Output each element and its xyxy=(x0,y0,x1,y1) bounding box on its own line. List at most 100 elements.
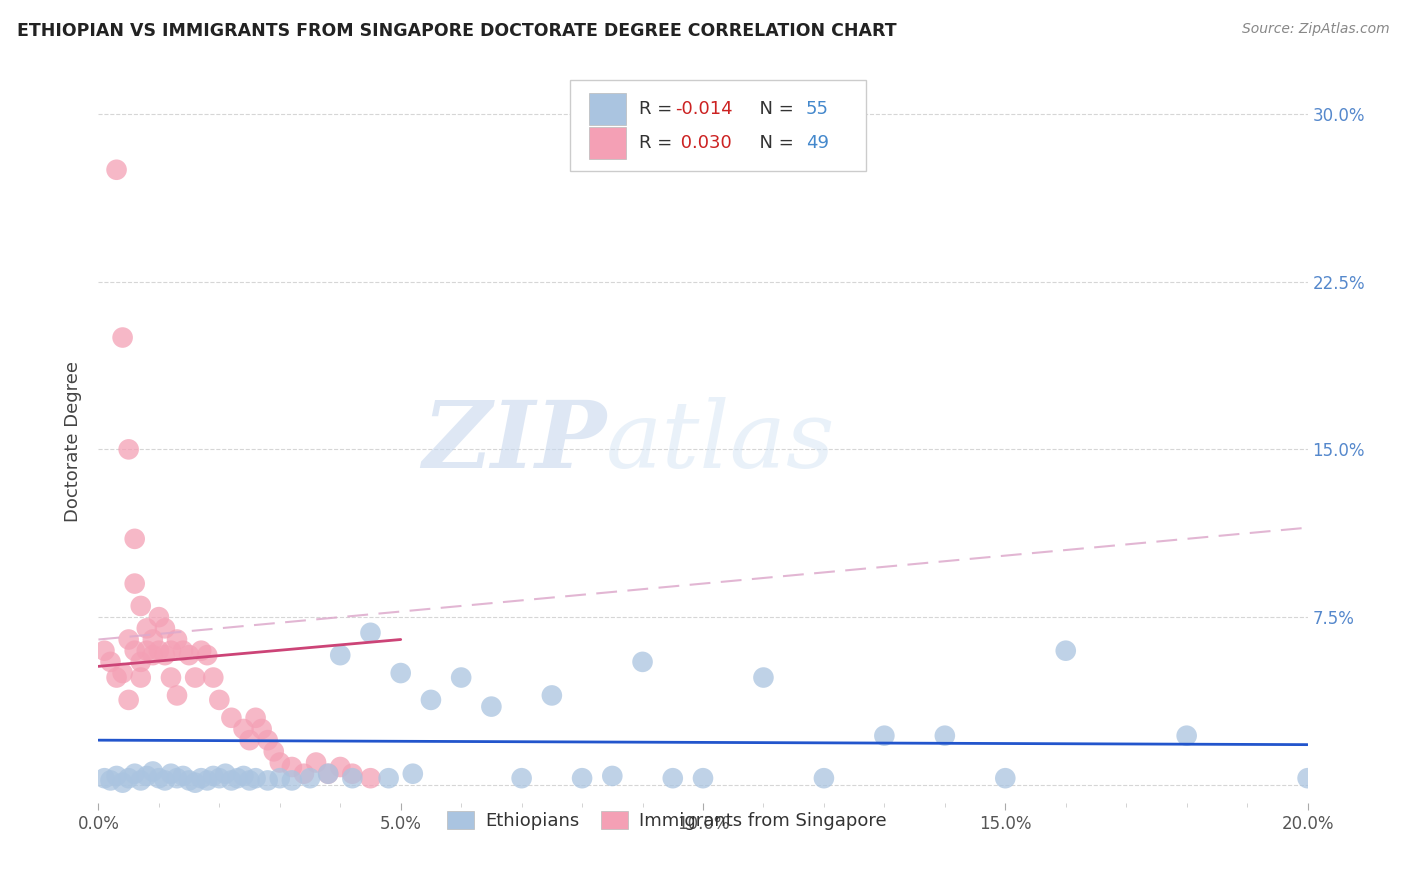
Point xyxy=(299,771,322,785)
Point xyxy=(510,771,533,785)
Y-axis label: Doctorate Degree: Doctorate Degree xyxy=(65,361,83,522)
Point xyxy=(153,621,176,635)
Point xyxy=(135,621,157,635)
Point xyxy=(245,711,267,725)
Point xyxy=(129,655,152,669)
Point xyxy=(166,771,188,785)
Text: 49: 49 xyxy=(806,134,828,153)
Text: 0.030: 0.030 xyxy=(675,134,733,153)
Point xyxy=(148,610,170,624)
Point xyxy=(190,643,212,657)
Point xyxy=(105,769,128,783)
Point xyxy=(631,655,654,669)
Point xyxy=(172,769,194,783)
Point xyxy=(195,648,218,662)
Point xyxy=(160,643,183,657)
Point xyxy=(329,648,352,662)
Point xyxy=(118,632,141,647)
Point xyxy=(118,693,141,707)
Point xyxy=(256,773,278,788)
Point xyxy=(420,693,443,707)
Point xyxy=(160,671,183,685)
Point xyxy=(239,733,262,747)
Point xyxy=(1175,729,1198,743)
Point xyxy=(342,766,364,780)
Point xyxy=(129,773,152,788)
Point xyxy=(292,766,315,780)
Point xyxy=(105,671,128,685)
Point xyxy=(873,729,896,743)
Point xyxy=(172,643,194,657)
Text: 55: 55 xyxy=(806,100,828,118)
Point xyxy=(360,625,382,640)
FancyBboxPatch shape xyxy=(569,80,866,170)
Point xyxy=(481,699,503,714)
Point xyxy=(281,760,304,774)
Point xyxy=(540,689,562,703)
Point xyxy=(994,771,1017,785)
Point xyxy=(195,773,218,788)
Point xyxy=(142,632,165,647)
Point xyxy=(105,162,128,177)
Point xyxy=(100,773,122,788)
Point xyxy=(263,744,285,758)
Point xyxy=(135,769,157,783)
Point xyxy=(129,599,152,613)
Text: R =: R = xyxy=(638,134,678,153)
Point xyxy=(184,775,207,789)
Point xyxy=(1296,771,1319,785)
Point xyxy=(148,771,170,785)
Point xyxy=(752,671,775,685)
Text: R =: R = xyxy=(638,100,678,118)
Point xyxy=(111,775,134,789)
Point xyxy=(305,756,328,770)
Point xyxy=(124,532,146,546)
Point xyxy=(269,756,291,770)
Point xyxy=(269,771,291,785)
Point xyxy=(342,771,364,785)
Point xyxy=(153,648,176,662)
Point xyxy=(221,773,243,788)
Point xyxy=(281,773,304,788)
Text: Source: ZipAtlas.com: Source: ZipAtlas.com xyxy=(1241,22,1389,37)
Point xyxy=(232,769,254,783)
Point xyxy=(208,771,231,785)
Text: ETHIOPIAN VS IMMIGRANTS FROM SINGAPORE DOCTORATE DEGREE CORRELATION CHART: ETHIOPIAN VS IMMIGRANTS FROM SINGAPORE D… xyxy=(17,22,897,40)
Point xyxy=(316,766,339,780)
Point xyxy=(813,771,835,785)
Point xyxy=(202,769,225,783)
Point xyxy=(118,771,141,785)
Point xyxy=(360,771,382,785)
Point xyxy=(179,648,201,662)
Point xyxy=(692,771,714,785)
Point xyxy=(135,643,157,657)
Point xyxy=(402,766,425,780)
Point xyxy=(100,655,122,669)
Point xyxy=(1054,643,1077,657)
Point xyxy=(142,648,165,662)
Point xyxy=(153,773,176,788)
Point xyxy=(389,666,412,681)
Point xyxy=(661,771,683,785)
FancyBboxPatch shape xyxy=(589,128,626,159)
Point xyxy=(166,632,188,647)
Point xyxy=(129,671,152,685)
Point xyxy=(232,722,254,736)
Point xyxy=(226,771,249,785)
Point xyxy=(571,771,593,785)
Point xyxy=(329,760,352,774)
Point xyxy=(450,671,472,685)
Point xyxy=(148,643,170,657)
Point xyxy=(202,671,225,685)
Point xyxy=(166,689,188,703)
FancyBboxPatch shape xyxy=(589,94,626,125)
Text: N =: N = xyxy=(748,134,799,153)
Point xyxy=(118,442,141,457)
Point xyxy=(377,771,399,785)
Text: -0.014: -0.014 xyxy=(675,100,733,118)
Point xyxy=(221,711,243,725)
Point xyxy=(93,771,115,785)
Legend: Ethiopians, Immigrants from Singapore: Ethiopians, Immigrants from Singapore xyxy=(440,804,894,837)
Point xyxy=(190,771,212,785)
Point xyxy=(316,766,339,780)
